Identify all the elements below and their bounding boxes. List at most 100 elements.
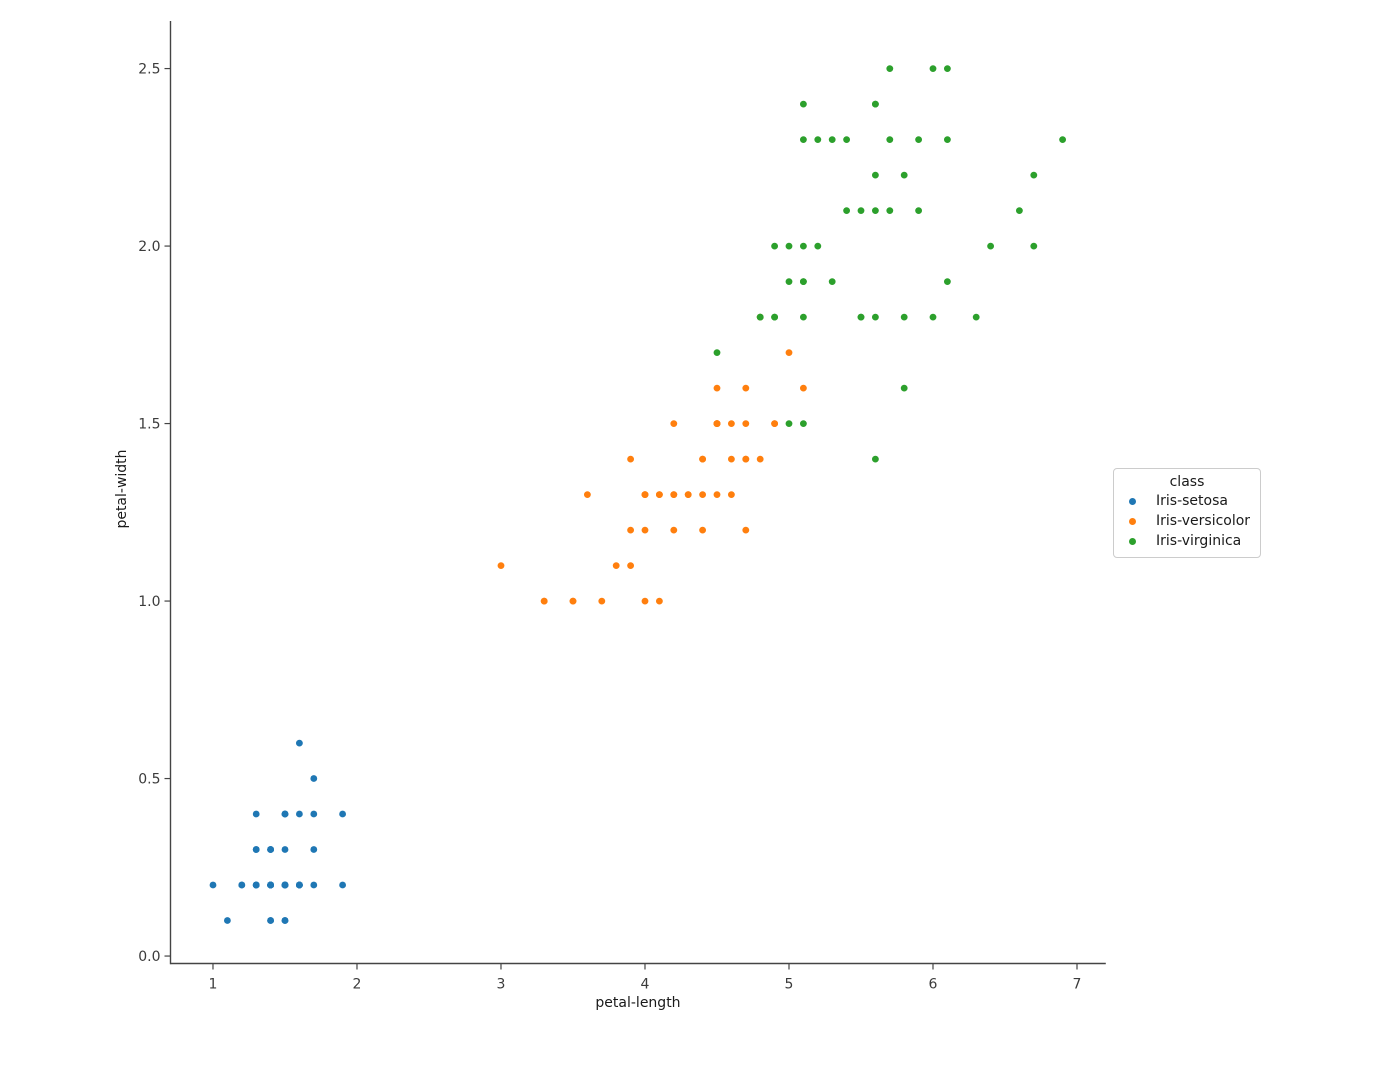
data-point-iris-virginica bbox=[713, 349, 721, 356]
data-point-iris-versicolor bbox=[641, 597, 649, 605]
data-point-iris-versicolor bbox=[728, 491, 735, 498]
data-point-iris-setosa bbox=[310, 846, 318, 853]
data-point-iris-versicolor bbox=[627, 526, 634, 534]
data-point-iris-versicolor bbox=[641, 526, 649, 534]
data-point-iris-versicolor bbox=[627, 562, 634, 569]
data-point-iris-virginica bbox=[872, 313, 879, 321]
data-point-iris-virginica bbox=[972, 313, 980, 321]
data-point-iris-setosa bbox=[339, 810, 346, 818]
data-point-iris-setosa bbox=[267, 881, 274, 889]
y-tick-label: 0.0 bbox=[138, 949, 160, 965]
data-point-iris-versicolor bbox=[713, 491, 721, 498]
data-point-iris-virginica bbox=[900, 313, 908, 321]
data-point-iris-setosa bbox=[252, 881, 260, 889]
data-point-iris-versicolor bbox=[756, 455, 764, 463]
data-point-iris-virginica bbox=[800, 278, 807, 285]
data-point-iris-virginica bbox=[800, 420, 807, 427]
data-point-iris-virginica bbox=[756, 313, 764, 321]
data-point-iris-virginica bbox=[828, 278, 836, 285]
data-point-iris-versicolor bbox=[771, 420, 778, 427]
data-point-iris-setosa bbox=[296, 810, 303, 818]
data-point-iris-virginica bbox=[1016, 207, 1023, 215]
legend: class Iris-setosa Iris-versicolor Iris-v… bbox=[1113, 468, 1261, 558]
y-tick-label: 1.5 bbox=[138, 417, 160, 433]
data-point-iris-virginica bbox=[800, 136, 807, 144]
data-point-iris-virginica bbox=[886, 207, 894, 215]
data-point-iris-virginica bbox=[843, 207, 850, 215]
data-point-iris-virginica bbox=[785, 242, 793, 250]
y-tick-label: 1.0 bbox=[138, 594, 160, 610]
data-point-iris-setosa bbox=[252, 810, 260, 818]
data-point-iris-versicolor bbox=[670, 526, 678, 534]
data-point-iris-versicolor bbox=[656, 597, 663, 605]
data-point-iris-virginica bbox=[915, 207, 922, 215]
data-point-iris-virginica bbox=[857, 207, 865, 215]
data-point-iris-versicolor bbox=[699, 526, 706, 534]
data-point-iris-versicolor bbox=[742, 455, 750, 463]
data-point-iris-versicolor bbox=[670, 420, 678, 427]
data-point-iris-setosa bbox=[281, 846, 289, 853]
data-point-iris-setosa bbox=[296, 739, 303, 747]
legend-marker-iris-setosa-icon bbox=[1129, 497, 1136, 505]
data-point-iris-versicolor bbox=[785, 349, 793, 356]
data-point-iris-virginica bbox=[814, 136, 822, 144]
data-point-iris-versicolor bbox=[656, 491, 663, 498]
data-point-iris-versicolor bbox=[641, 491, 649, 498]
data-point-iris-setosa bbox=[296, 881, 303, 889]
data-point-iris-versicolor bbox=[742, 526, 750, 534]
x-tick-label: 4 bbox=[641, 977, 650, 993]
x-axis-label: petal-length bbox=[595, 995, 681, 1011]
data-point-iris-versicolor bbox=[728, 420, 735, 427]
data-point-iris-versicolor bbox=[497, 562, 505, 569]
data-point-iris-setosa bbox=[267, 846, 274, 853]
data-point-iris-versicolor bbox=[569, 597, 577, 605]
x-tick-label: 6 bbox=[929, 977, 938, 993]
data-point-iris-versicolor bbox=[713, 384, 721, 392]
x-tick-label: 1 bbox=[209, 977, 218, 993]
data-point-iris-setosa bbox=[339, 881, 346, 889]
data-point-iris-virginica bbox=[987, 242, 994, 250]
data-point-iris-versicolor bbox=[612, 562, 620, 569]
data-point-iris-virginica bbox=[828, 136, 836, 144]
data-point-iris-virginica bbox=[872, 100, 879, 108]
x-tick-label: 7 bbox=[1073, 977, 1082, 993]
y-tick-label: 2.5 bbox=[138, 62, 160, 78]
data-point-iris-virginica bbox=[814, 242, 822, 250]
data-point-iris-virginica bbox=[872, 455, 879, 463]
data-point-iris-setosa bbox=[267, 917, 274, 924]
legend-item-label: Iris-setosa bbox=[1156, 493, 1228, 509]
data-point-iris-virginica bbox=[785, 278, 793, 285]
legend-item-iris-setosa: Iris-setosa bbox=[1114, 491, 1260, 511]
legend-title: class bbox=[1169, 474, 1205, 490]
data-point-iris-virginica bbox=[1030, 171, 1038, 179]
data-point-iris-versicolor bbox=[742, 384, 750, 392]
y-tick-label: 2.0 bbox=[138, 239, 160, 255]
data-point-iris-virginica bbox=[843, 136, 850, 144]
y-axis-label: petal-width bbox=[114, 449, 130, 529]
legend-marker-iris-versicolor-icon bbox=[1129, 517, 1136, 525]
data-point-iris-setosa bbox=[209, 881, 217, 889]
data-point-iris-virginica bbox=[886, 65, 894, 72]
data-point-iris-virginica bbox=[929, 65, 937, 72]
legend-item-iris-virginica: Iris-virginica bbox=[1114, 531, 1260, 551]
data-point-iris-virginica bbox=[900, 384, 908, 392]
data-point-iris-versicolor bbox=[584, 491, 591, 498]
data-point-iris-virginica bbox=[929, 313, 937, 321]
data-point-iris-virginica bbox=[944, 278, 951, 285]
data-point-iris-virginica bbox=[800, 242, 807, 250]
data-point-iris-versicolor bbox=[598, 597, 606, 605]
data-point-iris-versicolor bbox=[670, 491, 678, 498]
data-point-iris-versicolor bbox=[742, 420, 750, 427]
data-point-iris-virginica bbox=[944, 65, 951, 72]
data-point-iris-virginica bbox=[872, 207, 879, 215]
data-point-iris-setosa bbox=[281, 917, 289, 924]
data-point-iris-virginica bbox=[886, 136, 894, 144]
legend-item-iris-versicolor: Iris-versicolor bbox=[1114, 511, 1260, 531]
data-point-iris-versicolor bbox=[627, 455, 634, 463]
data-point-iris-setosa bbox=[238, 881, 246, 889]
data-point-iris-setosa bbox=[281, 810, 289, 818]
data-point-iris-setosa bbox=[224, 917, 231, 924]
data-point-iris-virginica bbox=[771, 313, 778, 321]
data-point-iris-setosa bbox=[252, 846, 260, 853]
